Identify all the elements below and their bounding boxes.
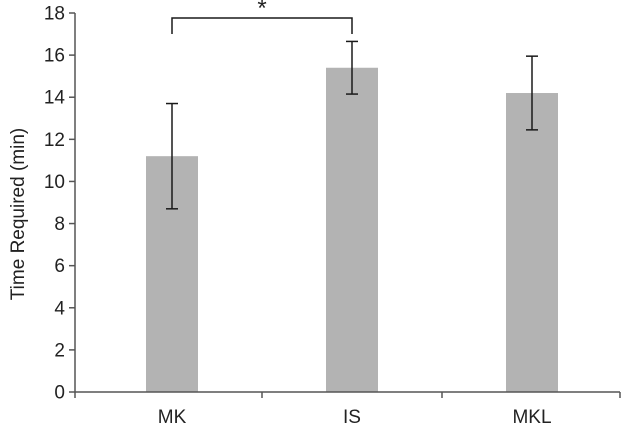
y-tick-label: 16 — [44, 46, 65, 67]
significance-marker: * — [257, 0, 266, 22]
bars-layer — [146, 67, 558, 392]
y-tick-label: 0 — [54, 383, 65, 404]
y-tick-label: 6 — [54, 256, 65, 277]
bar-is — [326, 67, 378, 392]
bar-mkl — [506, 93, 558, 392]
y-tick-label: 18 — [44, 4, 65, 25]
y-tick-label: 14 — [44, 88, 66, 109]
x-category-label-mk: MK — [158, 407, 187, 428]
error-bars-layer — [166, 40, 538, 210]
y-tick-label: 4 — [54, 298, 65, 319]
x-category-label-mkl: MKL — [512, 407, 551, 428]
y-tick-label: 2 — [54, 340, 65, 361]
x-labels-layer: MK IS MKL — [74, 392, 621, 428]
y-tick-label: 12 — [44, 130, 65, 151]
axes-layer — [74, 13, 620, 393]
significance-bracket — [171, 17, 353, 34]
x-category-label-is: IS — [343, 407, 361, 428]
y-axis-title: Time Required (min) — [8, 128, 29, 300]
y-ticks-layer: 0 2 4 6 8 10 12 14 16 18 — [44, 4, 75, 404]
significance-layer: * — [171, 0, 353, 34]
y-tick-label: 10 — [44, 172, 65, 193]
y-tick-label: 8 — [54, 214, 65, 235]
